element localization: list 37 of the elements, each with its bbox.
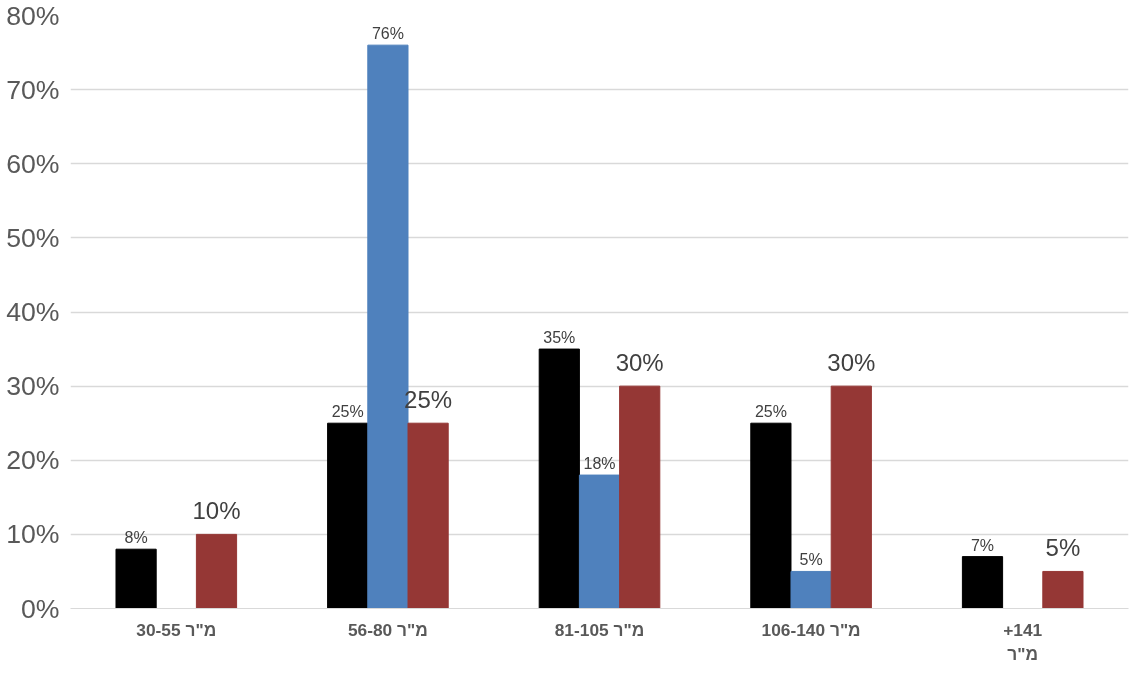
bar [327,422,369,609]
bar [830,385,872,609]
data-label: 5% [1045,534,1081,562]
y-tick-label: 0% [20,593,60,624]
bar [1042,570,1084,609]
bar [195,533,238,609]
bar [578,474,621,609]
bar [538,348,580,609]
data-label: 30% [615,349,664,377]
y-tick-label: 10% [6,519,60,550]
data-label: 76% [371,25,404,43]
bar [407,422,449,609]
data-label: 18% [583,455,616,473]
x-tick-label: 56-80 מ"ר [347,619,428,640]
y-tick-label: 30% [6,371,60,402]
y-tick-label: 20% [6,445,60,476]
x-tick-label: 81-105 מ"ר [554,619,645,640]
data-label: 8% [124,529,148,547]
y-tick-label: 70% [6,74,60,105]
data-label: 10% [192,497,241,525]
y-tick-label: 40% [6,297,60,327]
y-tick-label: 80% [6,0,60,31]
x-tick-label: 30-55 מ"ר [136,619,217,640]
data-label: 25% [331,403,364,421]
data-label: 35% [543,329,576,347]
bar [961,556,1004,609]
data-label: 30% [827,349,876,377]
data-label: 7% [970,536,995,554]
data-label: 5% [799,551,823,569]
bar [619,385,661,609]
bar [790,570,832,609]
y-tick-label: 50% [6,222,60,253]
bar [115,548,157,609]
bar [750,422,792,609]
data-label: 25% [754,403,787,421]
x-tick-label: 106-140 מ"ר [761,619,861,640]
y-tick-label: 60% [6,148,60,179]
